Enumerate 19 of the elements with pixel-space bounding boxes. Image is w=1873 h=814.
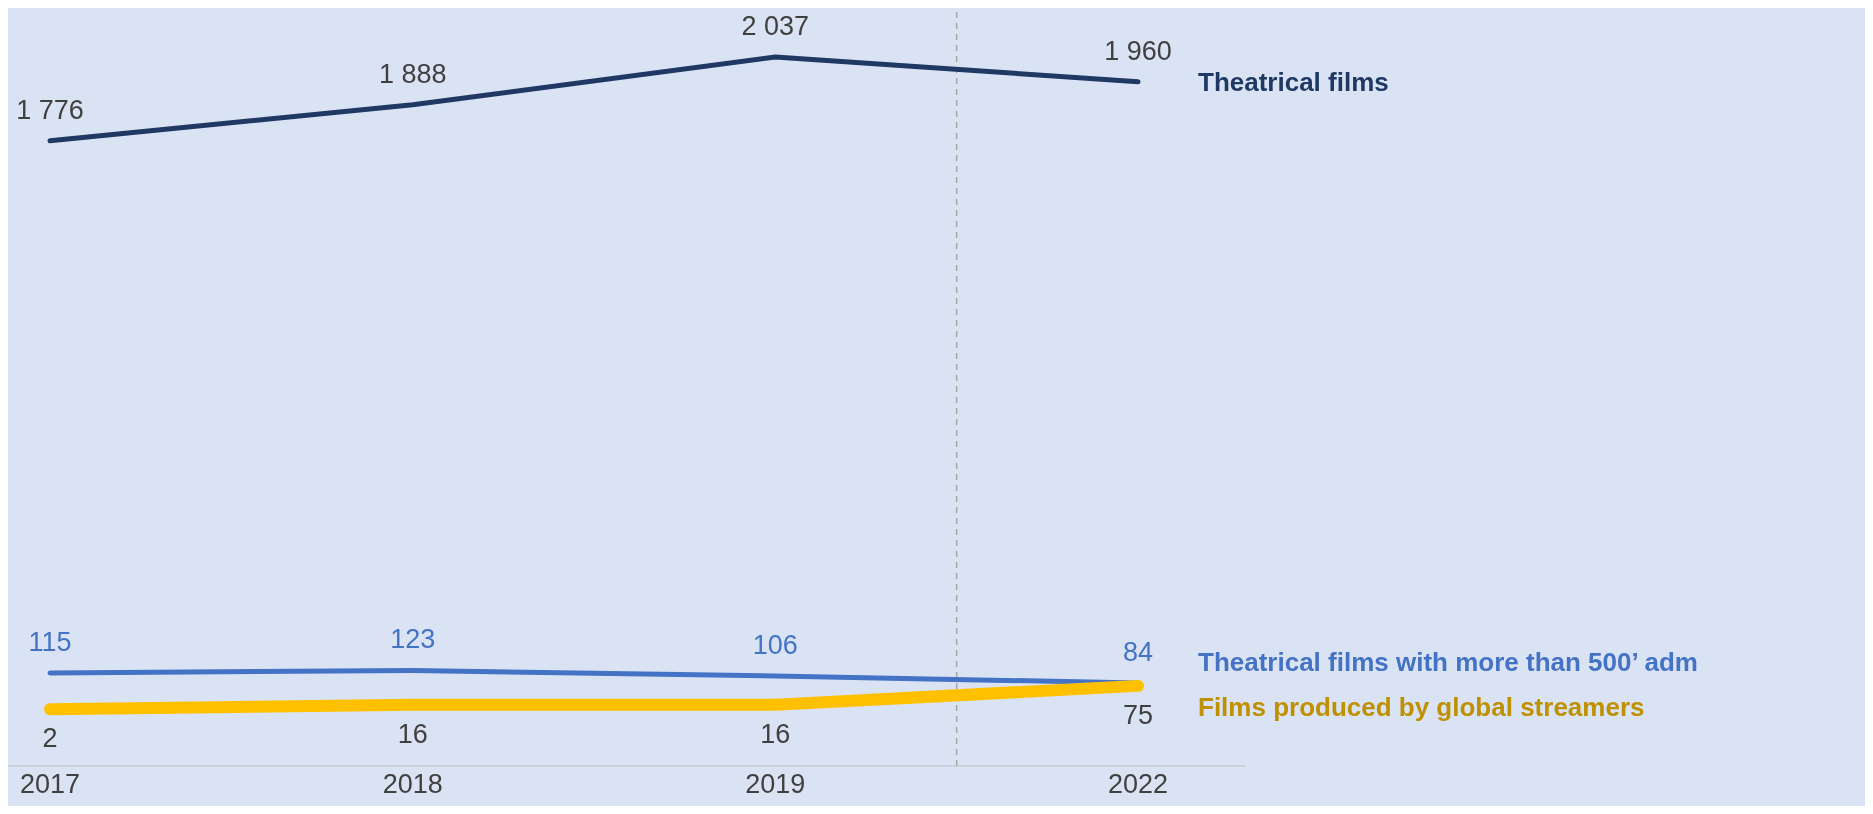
text: Theatrical films with more than 500’ adm	[1198, 646, 1698, 677]
data-label: 115	[28, 627, 72, 658]
data-label: 75	[1122, 699, 1154, 730]
data-label: 16	[397, 718, 428, 749]
data-label: 106	[752, 629, 798, 660]
text: Films produced by global streamers	[1198, 691, 1645, 722]
x-tick-label: 2019	[745, 769, 806, 800]
data-label: 2	[42, 723, 58, 754]
data-label: 123	[390, 624, 436, 655]
data-label: 16	[760, 718, 791, 749]
x-tick-label: 2018	[382, 769, 443, 800]
data-label: 2 037	[741, 11, 810, 42]
x-tick-label: 2017	[19, 769, 81, 800]
data-label: 84	[1122, 636, 1154, 667]
data-label: 1 776	[16, 94, 84, 125]
data-label: 1 960	[1104, 35, 1172, 66]
data-label: 1 888	[378, 58, 447, 89]
x-tick-label: 2022	[1107, 769, 1169, 800]
text: Theatrical films	[1198, 66, 1389, 97]
